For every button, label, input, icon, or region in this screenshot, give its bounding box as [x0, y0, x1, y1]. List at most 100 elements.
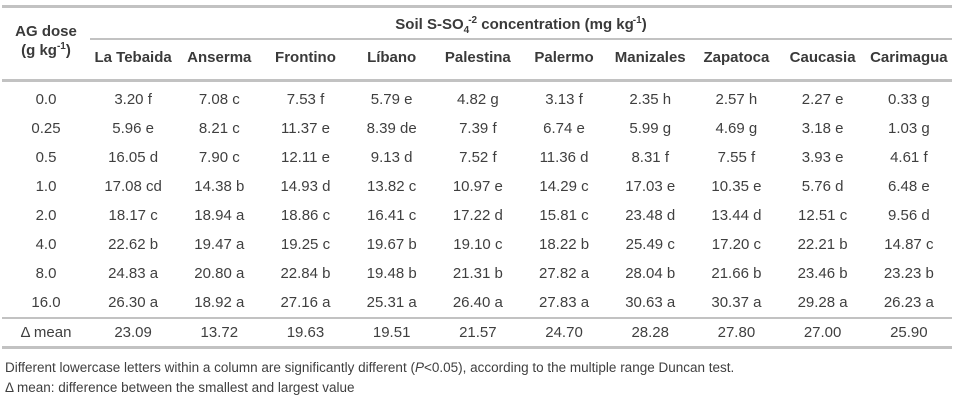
dose-cell: 0.25: [31, 120, 61, 137]
value-cell: 7.39 f: [459, 120, 497, 137]
value-cell: 3.20 f: [114, 91, 152, 108]
value-cell: 6.74 e: [543, 120, 585, 137]
value-cell: 5.96 e: [112, 120, 154, 137]
value-cell: 2.35 h: [629, 91, 672, 108]
value-cell: 7.08 c: [198, 91, 240, 108]
delta-mean-value: 28.28: [607, 317, 694, 349]
value-cell: 7.55 f: [717, 149, 756, 166]
value-cell: 19.47 a: [194, 236, 245, 253]
table-row: 2.0 18.17 c 18.94 a 18.86 c 16.41 c 17.22 d 15…: [2, 201, 952, 230]
location-column-header: Frontino: [262, 39, 349, 82]
value-cell: 16.05 d: [108, 149, 159, 166]
group-header-row: AG dose (g kg-1) Soil S-SO4-2 concentrat…: [2, 6, 952, 82]
value-cell: 9.56 d: [887, 207, 930, 224]
table-body: 0.0 3.20 f 7.08 c 7.53 f 5.79 e 4.82 g 3.13 f 2…: [2, 81, 952, 319]
value-cell: 18.92 a: [194, 294, 245, 311]
value-cell: 25.49 c: [625, 236, 675, 253]
value-cell: 12.11 e: [281, 149, 330, 166]
location-column-header: Caucasia: [779, 39, 866, 82]
footnotes: Different lowercase letters within a col…: [2, 358, 952, 398]
value-cell: 17.22 d: [452, 207, 503, 224]
value-cell: 9.13 d: [370, 149, 413, 166]
value-cell: 3.18 e: [801, 120, 844, 137]
value-cell: 25.31 a: [366, 294, 417, 311]
value-cell: 14.29 c: [539, 178, 589, 195]
dose-cell: 16.0: [31, 294, 61, 311]
italic-p: P: [414, 360, 424, 375]
value-cell: 5.79 e: [370, 91, 413, 108]
value-cell: 30.37 a: [711, 294, 762, 311]
value-cell: 13.82 c: [367, 178, 417, 195]
value-cell: 23.48 d: [625, 207, 676, 224]
dose-cell: 8.0: [35, 265, 57, 282]
value-cell: 13.44 d: [711, 207, 762, 224]
value-cell: 17.03 e: [625, 178, 676, 195]
dose-cell: 1.0: [35, 178, 57, 195]
concentration-group-header: Soil S-SO4-2 concentration (mg kg-1): [90, 6, 952, 40]
value-cell: 23.23 b: [883, 265, 934, 282]
value-cell: 11.36 d: [539, 149, 589, 166]
location-column-header: Manizales: [607, 39, 694, 82]
delta-mean-value: 19.51: [348, 317, 435, 349]
dose-cell: 4.0: [35, 236, 57, 253]
value-cell: 22.62 b: [108, 236, 159, 253]
value-cell: 4.61 f: [890, 149, 928, 166]
location-column-header: Palermo: [520, 39, 608, 82]
location-header-row: La Tebaida Anserma Frontino Líbano Palestina…: [2, 39, 952, 82]
location-column-header: Zapatoca: [693, 39, 780, 82]
value-cell: 7.90 c: [198, 149, 240, 166]
value-cell: 8.39 de: [366, 120, 417, 137]
dose-header-line1: AG dose: [15, 23, 77, 40]
footnote-significance: Different lowercase letters within a col…: [5, 360, 735, 375]
table-row: 8.0 24.83 a 20.80 a 22.84 b 19.48 b 21.31 b 27…: [2, 259, 952, 288]
value-cell: 22.21 b: [797, 236, 848, 253]
value-cell: 26.30 a: [108, 294, 159, 311]
value-cell: 18.17 c: [108, 207, 158, 224]
value-cell: 18.86 c: [280, 207, 331, 224]
dose-cell: 0.0: [35, 91, 57, 108]
location-column-header: La Tebaida: [90, 39, 177, 82]
value-cell: 8.21 c: [198, 120, 240, 137]
value-cell: 23.46 b: [797, 265, 848, 282]
value-cell: 12.51 c: [797, 207, 848, 224]
location-column-header: Líbano: [348, 39, 435, 82]
data-table: AG dose (g kg-1) Soil S-SO4-2 concentrat…: [2, 5, 952, 349]
value-cell: 10.97 e: [452, 178, 503, 195]
dose-cell: 0.5: [35, 149, 57, 166]
value-cell: 17.08 cd: [104, 178, 162, 195]
value-cell: 2.27 e: [801, 91, 844, 108]
value-cell: 4.82 g: [456, 91, 499, 108]
value-cell: 5.99 g: [629, 120, 672, 137]
location-column-header: Anserma: [176, 39, 263, 82]
value-cell: 27.16 a: [280, 294, 331, 311]
delta-mean-value: 24.70: [520, 317, 608, 349]
value-cell: 19.48 b: [366, 265, 417, 282]
value-cell: 24.83 a: [108, 265, 159, 282]
value-cell: 27.83 a: [539, 294, 590, 311]
delta-mean-value: 21.57: [434, 317, 521, 349]
delta-mean-label: Δ mean: [2, 317, 90, 349]
dose-column-header: AG dose (g kg-1): [2, 6, 90, 82]
delta-mean-value: 25.90: [865, 317, 952, 349]
dose-header-unit: (g kg-1): [21, 41, 71, 60]
location-column-header: Palestina: [434, 39, 521, 82]
table-row: 16.0 26.30 a 18.92 a 27.16 a 25.31 a 26.40 a 2…: [2, 288, 952, 318]
value-cell: 7.53 f: [286, 91, 325, 108]
value-cell: 26.40 a: [452, 294, 503, 311]
value-cell: 15.81 c: [539, 207, 589, 224]
table-row: 0.25 5.96 e 8.21 c 11.37 e 8.39 de 7.39 f 6.74…: [2, 114, 952, 143]
delta-mean-value: 27.00: [779, 317, 866, 349]
value-cell: 3.93 e: [801, 149, 844, 166]
delta-mean-row: Δ mean 23.09 13.72 19.63 19.51 21.57 24.70 28.2…: [2, 317, 952, 349]
value-cell: 22.84 b: [280, 265, 331, 282]
delta-mean-value: 27.80: [693, 317, 780, 349]
value-cell: 21.31 b: [452, 265, 503, 282]
value-cell: 19.67 b: [366, 236, 417, 253]
value-cell: 18.22 b: [539, 236, 590, 253]
value-cell: 14.38 b: [194, 178, 245, 195]
table-row: 4.0 22.62 b 19.47 a 19.25 c 19.67 b 19.10 c 18…: [2, 230, 952, 259]
value-cell: 6.48 e: [887, 178, 930, 195]
delta-mean-value: 19.63: [262, 317, 349, 349]
location-column-header: Carimagua: [865, 39, 952, 82]
